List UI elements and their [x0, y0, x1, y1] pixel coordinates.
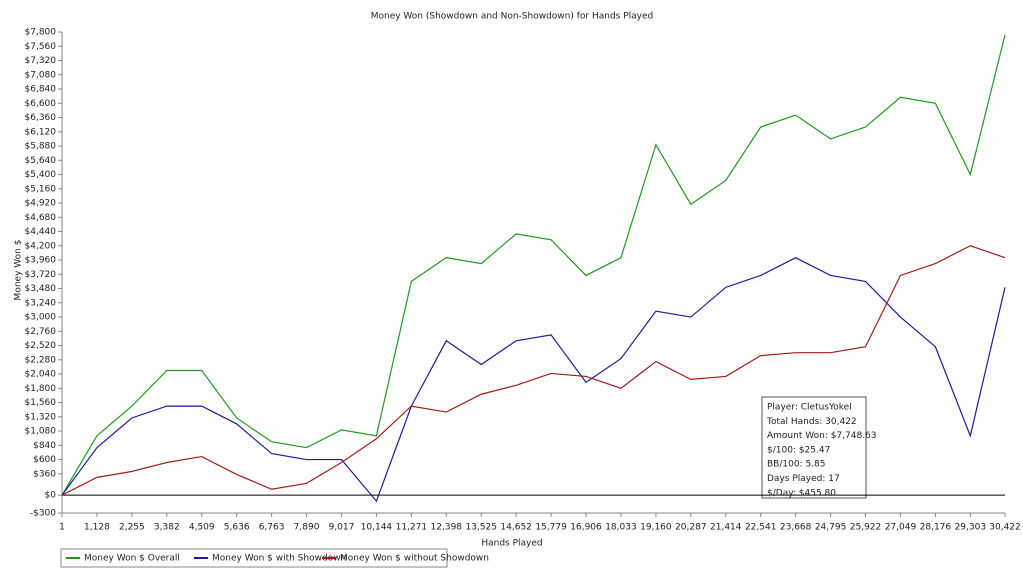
info-text: Days Played: 17	[767, 474, 840, 484]
x-tick-label: 1	[59, 523, 65, 533]
y-tick-label: $840	[33, 441, 56, 451]
info-text: Amount Won: $7,748.63	[767, 431, 877, 441]
info-text: Player: CletusYokel	[767, 403, 852, 413]
y-tick-label: $7,800	[25, 28, 57, 38]
y-tick-label: $5,640	[25, 156, 57, 166]
y-tick-label: $1,080	[25, 427, 57, 437]
x-tick-label: 16,906	[570, 523, 602, 533]
y-tick-label: $7,560	[25, 42, 57, 52]
y-tick-label: $6,840	[25, 85, 57, 95]
y-tick-label: $6,120	[25, 127, 57, 137]
info-text: BB/100: 5.85	[767, 460, 826, 470]
x-tick-label: 21,414	[710, 523, 742, 533]
y-tick-label: $4,200	[25, 241, 57, 251]
info-text: Total Hands: 30,422	[766, 417, 857, 427]
x-tick-label: 20,287	[675, 523, 707, 533]
y-tick-label: $600	[33, 455, 56, 465]
legend-label: Money Won $ with Showdown	[212, 554, 346, 564]
x-tick-label: 11,271	[396, 523, 428, 533]
x-tick-label: 27,049	[885, 523, 917, 533]
y-tick-label: $4,440	[25, 227, 57, 237]
y-axis-label: Money Won $	[14, 240, 24, 301]
y-tick-label: $2,040	[25, 370, 57, 380]
x-tick-label: 23,668	[780, 523, 812, 533]
x-tick-label: 1,128	[84, 523, 110, 533]
x-tick-label: 18,033	[605, 523, 637, 533]
x-tick-label: 22,541	[745, 523, 777, 533]
y-tick-label: $2,520	[25, 341, 57, 351]
info-text: $/Day: $455.80	[767, 488, 836, 498]
x-tick-label: 9,017	[329, 523, 355, 533]
y-tick-label: $3,000	[25, 313, 57, 323]
x-tick-label: 29,303	[955, 523, 987, 533]
y-tick-label: $6,360	[25, 113, 57, 123]
y-tick-label: -$300	[30, 509, 56, 519]
x-tick-label: 6,763	[259, 523, 285, 533]
series-line	[61, 256, 1006, 503]
y-tick-label: $5,400	[25, 170, 57, 180]
x-tick-label: 7,890	[294, 523, 320, 533]
legend-label: Money Won $ without Showdown	[340, 554, 489, 564]
x-tick-label: 28,176	[920, 523, 952, 533]
y-tick-label: $5,880	[25, 142, 57, 152]
y-tick-label: $1,800	[25, 384, 57, 394]
x-tick-label: 25,922	[850, 523, 882, 533]
x-tick-label: 30,422	[989, 523, 1021, 533]
x-tick-label: 2,255	[119, 523, 145, 533]
x-tick-label: 12,398	[431, 523, 463, 533]
x-tick-label: 24,795	[815, 523, 847, 533]
x-tick-label: 3,382	[154, 523, 180, 533]
chart-title: Money Won (Showdown and Non-Showdown) fo…	[371, 12, 654, 22]
x-tick-label: 13,525	[465, 523, 497, 533]
x-tick-label: 15,779	[535, 523, 567, 533]
x-tick-label: 14,652	[500, 523, 532, 533]
y-tick-label: $7,080	[25, 70, 57, 80]
y-tick-label: $1,320	[25, 412, 57, 422]
legend-label: Money Won $ Overall	[84, 554, 180, 564]
y-tick-label: $2,280	[25, 355, 57, 365]
info-text: $/100: $25.47	[767, 445, 830, 455]
x-tick-label: 4,509	[189, 523, 215, 533]
y-tick-label: $3,240	[25, 298, 57, 308]
x-tick-label: 5,636	[224, 523, 250, 533]
y-tick-label: $5,160	[25, 184, 57, 194]
y-tick-label: $3,720	[25, 270, 57, 280]
y-tick-label: $360	[33, 469, 56, 479]
y-tick-label: $0	[45, 491, 57, 501]
y-tick-label: $3,480	[25, 284, 57, 294]
x-tick-label: 19,160	[640, 523, 672, 533]
series-line	[61, 245, 1006, 496]
series-line	[61, 34, 1006, 496]
y-tick-label: $1,560	[25, 398, 57, 408]
x-axis-label: Hands Played	[481, 539, 542, 549]
y-tick-label: $2,760	[25, 327, 57, 337]
info-box	[761, 396, 867, 499]
y-tick-label: $4,680	[25, 213, 57, 223]
x-tick-label: 10,144	[361, 523, 393, 533]
y-tick-label: $6,600	[25, 99, 57, 109]
y-tick-label: $4,920	[25, 199, 57, 209]
legend-box	[60, 548, 448, 568]
y-tick-label: $7,320	[25, 56, 57, 66]
y-tick-label: $3,960	[25, 256, 57, 266]
